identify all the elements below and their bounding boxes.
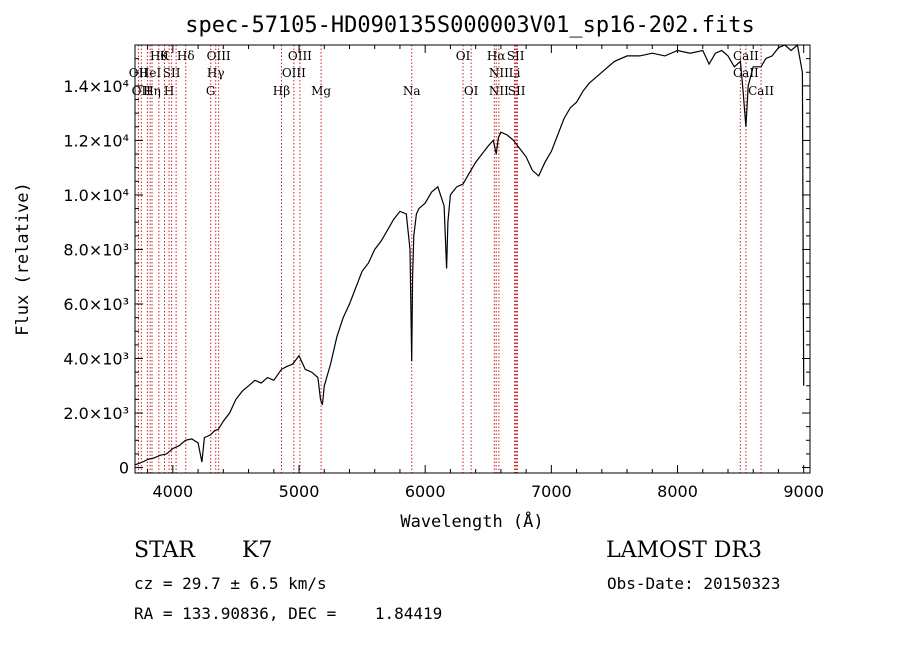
- line-marker-label: Li: [509, 66, 521, 80]
- line-marker-label: SII: [508, 84, 526, 98]
- chart-title: spec-57105-HD090135S000003V01_sp16-202.f…: [185, 13, 755, 38]
- line-marker-label: NII: [489, 84, 509, 98]
- line-marker-label: CaII: [733, 49, 759, 63]
- line-marker-label: Mg: [311, 84, 331, 98]
- object-class: STAR: [134, 538, 195, 563]
- line-marker-label: H: [164, 84, 174, 98]
- line-marker-label: OII: [129, 66, 149, 80]
- line-marker-label: NII: [489, 66, 509, 80]
- line-marker-label: Hθ: [150, 49, 168, 63]
- y-tick-label: 4.0×10³: [63, 350, 129, 369]
- y-tick-label: 6.0×10³: [63, 295, 129, 314]
- redshift-velocity: cz = 29.7 ± 6.5 km/s: [134, 574, 327, 593]
- line-marker-label: OII: [132, 84, 152, 98]
- coordinates: RA = 133.90836, DEC = 1.84419: [134, 604, 443, 623]
- line-marker-label: CaII: [733, 66, 759, 80]
- line-marker-label: SII: [507, 49, 525, 63]
- line-marker-label: OIII: [207, 49, 231, 63]
- line-marker-label: K: [160, 49, 170, 63]
- observation-date: Obs-Date: 20150323: [607, 574, 781, 593]
- x-tick-label: 8000: [657, 482, 698, 501]
- line-marker-label: G: [206, 84, 216, 98]
- x-axis-label: Wavelength (Å): [400, 510, 543, 532]
- line-marker-label: HeI: [139, 66, 162, 80]
- plot-frame: [134, 44, 811, 474]
- survey-name: LAMOST DR3: [606, 538, 762, 563]
- line-marker-label: Hα: [487, 49, 506, 63]
- y-axis-label: Flux (relative): [13, 182, 33, 336]
- y-tick-label: 1.2×10⁴: [63, 131, 129, 150]
- line-marker-label: SII: [163, 66, 181, 80]
- x-tick-label: 5000: [279, 482, 320, 501]
- line-marker-label: OI: [456, 49, 471, 63]
- spectrum-series-line: [134, 43, 805, 466]
- line-marker-label: Hη: [143, 84, 161, 98]
- line-marker-label: Hβ: [273, 84, 290, 98]
- y-tick-label: 0: [119, 459, 129, 478]
- spectral-line-markers: [137, 45, 762, 473]
- line-marker-label: OIII: [288, 49, 312, 63]
- y-tick-label: 1.0×10⁴: [63, 186, 129, 205]
- line-marker-label: OI: [464, 84, 479, 98]
- y-axis-ticks: 0 2.0×10³ 4.0×10³ 6.0×10³ 8.0×10³ 1.0×10⁴ 1.2×…: [63, 58, 810, 478]
- line-marker-label: OIII: [282, 66, 306, 80]
- y-tick-label: 2.0×10³: [63, 404, 129, 423]
- x-tick-label: 4000: [152, 482, 193, 501]
- line-marker-label: Na: [403, 84, 421, 98]
- x-tick-label: 7000: [531, 482, 572, 501]
- x-axis-ticks: 4000 5000 6000 7000 8000 9000: [147, 45, 824, 501]
- line-marker-label: Hγ: [207, 66, 225, 80]
- line-marker-label: Hδ: [177, 49, 195, 63]
- line-marker-label: CaII: [748, 84, 774, 98]
- y-tick-label: 1.4×10⁴: [63, 77, 129, 96]
- y-tick-label: 8.0×10³: [63, 240, 129, 259]
- x-tick-label: 6000: [405, 482, 446, 501]
- x-tick-label: 9000: [783, 482, 824, 501]
- object-subclass: K7: [242, 538, 273, 563]
